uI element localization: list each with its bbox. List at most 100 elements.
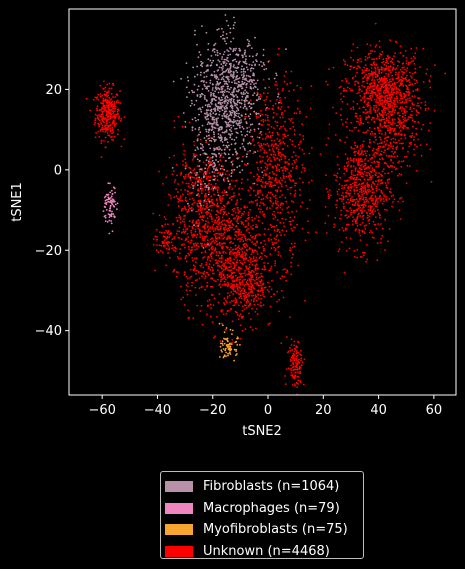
point-unknown: [107, 94, 110, 97]
point-unknown: [110, 98, 113, 100]
point-unknown: [355, 158, 358, 161]
point-unknown: [347, 223, 350, 226]
point-unknown: [218, 242, 221, 245]
point-unknown: [241, 236, 244, 239]
point-unknown: [302, 135, 305, 137]
point-unknown: [208, 244, 211, 247]
point-unknown: [248, 266, 251, 269]
point-unknown: [104, 93, 107, 96]
point-unknown: [291, 166, 294, 169]
point-unknown: [224, 147, 227, 149]
point-unknown: [256, 259, 259, 261]
point-unknown: [364, 64, 367, 66]
point-unknown: [359, 119, 362, 122]
point-unknown: [268, 172, 271, 175]
point-unknown: [259, 189, 261, 192]
point-unknown: [104, 125, 106, 127]
point-unknown: [167, 252, 170, 255]
point-unknown: [371, 161, 373, 164]
point-unknown: [199, 264, 202, 267]
point-unknown: [96, 109, 98, 112]
point-unknown: [404, 95, 407, 98]
point-unknown: [108, 96, 111, 99]
point-unknown: [217, 254, 220, 257]
point-unknown: [430, 180, 433, 183]
point-fibroblasts: [266, 107, 268, 109]
point-unknown: [365, 196, 367, 199]
point-unknown: [402, 147, 405, 149]
point-unknown: [256, 278, 258, 281]
point-unknown: [219, 212, 222, 215]
point-unknown: [284, 268, 286, 270]
point-unknown: [359, 58, 361, 60]
point-unknown: [357, 203, 359, 205]
point-unknown: [393, 127, 396, 130]
point-unknown: [381, 181, 383, 184]
point-unknown: [299, 366, 302, 369]
point-unknown: [251, 219, 254, 222]
point-unknown: [265, 173, 267, 175]
point-unknown: [290, 242, 293, 245]
point-unknown: [398, 209, 401, 212]
point-unknown: [279, 204, 282, 207]
point-unknown: [236, 311, 238, 314]
point-unknown: [102, 97, 105, 100]
point-unknown: [366, 189, 369, 192]
point-unknown: [415, 127, 417, 130]
point-unknown: [161, 225, 164, 228]
point-unknown: [392, 91, 395, 94]
point-unknown: [416, 81, 419, 84]
point-unknown: [203, 215, 205, 217]
point-unknown: [252, 256, 255, 258]
point-unknown: [367, 121, 369, 124]
point-unknown: [102, 108, 105, 110]
point-unknown: [218, 271, 221, 274]
point-fibroblasts: [229, 27, 232, 30]
point-unknown: [345, 80, 348, 82]
point-unknown: [185, 238, 188, 241]
point-unknown: [367, 85, 370, 88]
point-unknown: [273, 246, 275, 249]
point-unknown: [372, 198, 375, 200]
point-unknown: [100, 116, 103, 119]
point-unknown: [246, 217, 249, 220]
point-unknown: [363, 168, 366, 171]
point-unknown: [235, 269, 238, 271]
point-unknown: [278, 168, 280, 171]
point-unknown: [301, 201, 304, 204]
point-unknown: [381, 69, 383, 71]
point-unknown: [219, 172, 222, 175]
point-unknown: [167, 245, 170, 247]
point-unknown: [367, 190, 370, 193]
point-unknown: [220, 279, 222, 281]
point-unknown: [198, 230, 201, 233]
point-unknown: [187, 208, 190, 211]
point-unknown: [392, 152, 395, 155]
point-unknown: [396, 98, 399, 100]
plot-background: [69, 9, 456, 395]
point-unknown: [285, 200, 288, 203]
point-unknown: [206, 305, 209, 307]
point-unknown: [207, 166, 210, 169]
point-unknown: [233, 262, 236, 265]
point-unknown: [251, 236, 253, 239]
point-unknown: [344, 77, 347, 80]
point-unknown: [203, 201, 205, 203]
point-unknown: [104, 86, 107, 89]
point-unknown: [98, 114, 100, 116]
point-fibroblasts: [235, 90, 238, 93]
point-unknown: [99, 119, 101, 122]
point-unknown: [257, 219, 260, 222]
point-unknown: [184, 225, 187, 228]
point-unknown: [196, 244, 198, 247]
point-unknown: [293, 350, 296, 353]
point-unknown: [179, 221, 182, 224]
point-unknown: [287, 134, 289, 137]
point-unknown: [397, 200, 400, 203]
point-unknown: [282, 268, 285, 271]
point-unknown: [382, 116, 385, 118]
point-unknown: [232, 299, 235, 302]
point-unknown: [413, 148, 415, 151]
point-unknown: [376, 66, 379, 69]
point-unknown: [273, 127, 275, 129]
